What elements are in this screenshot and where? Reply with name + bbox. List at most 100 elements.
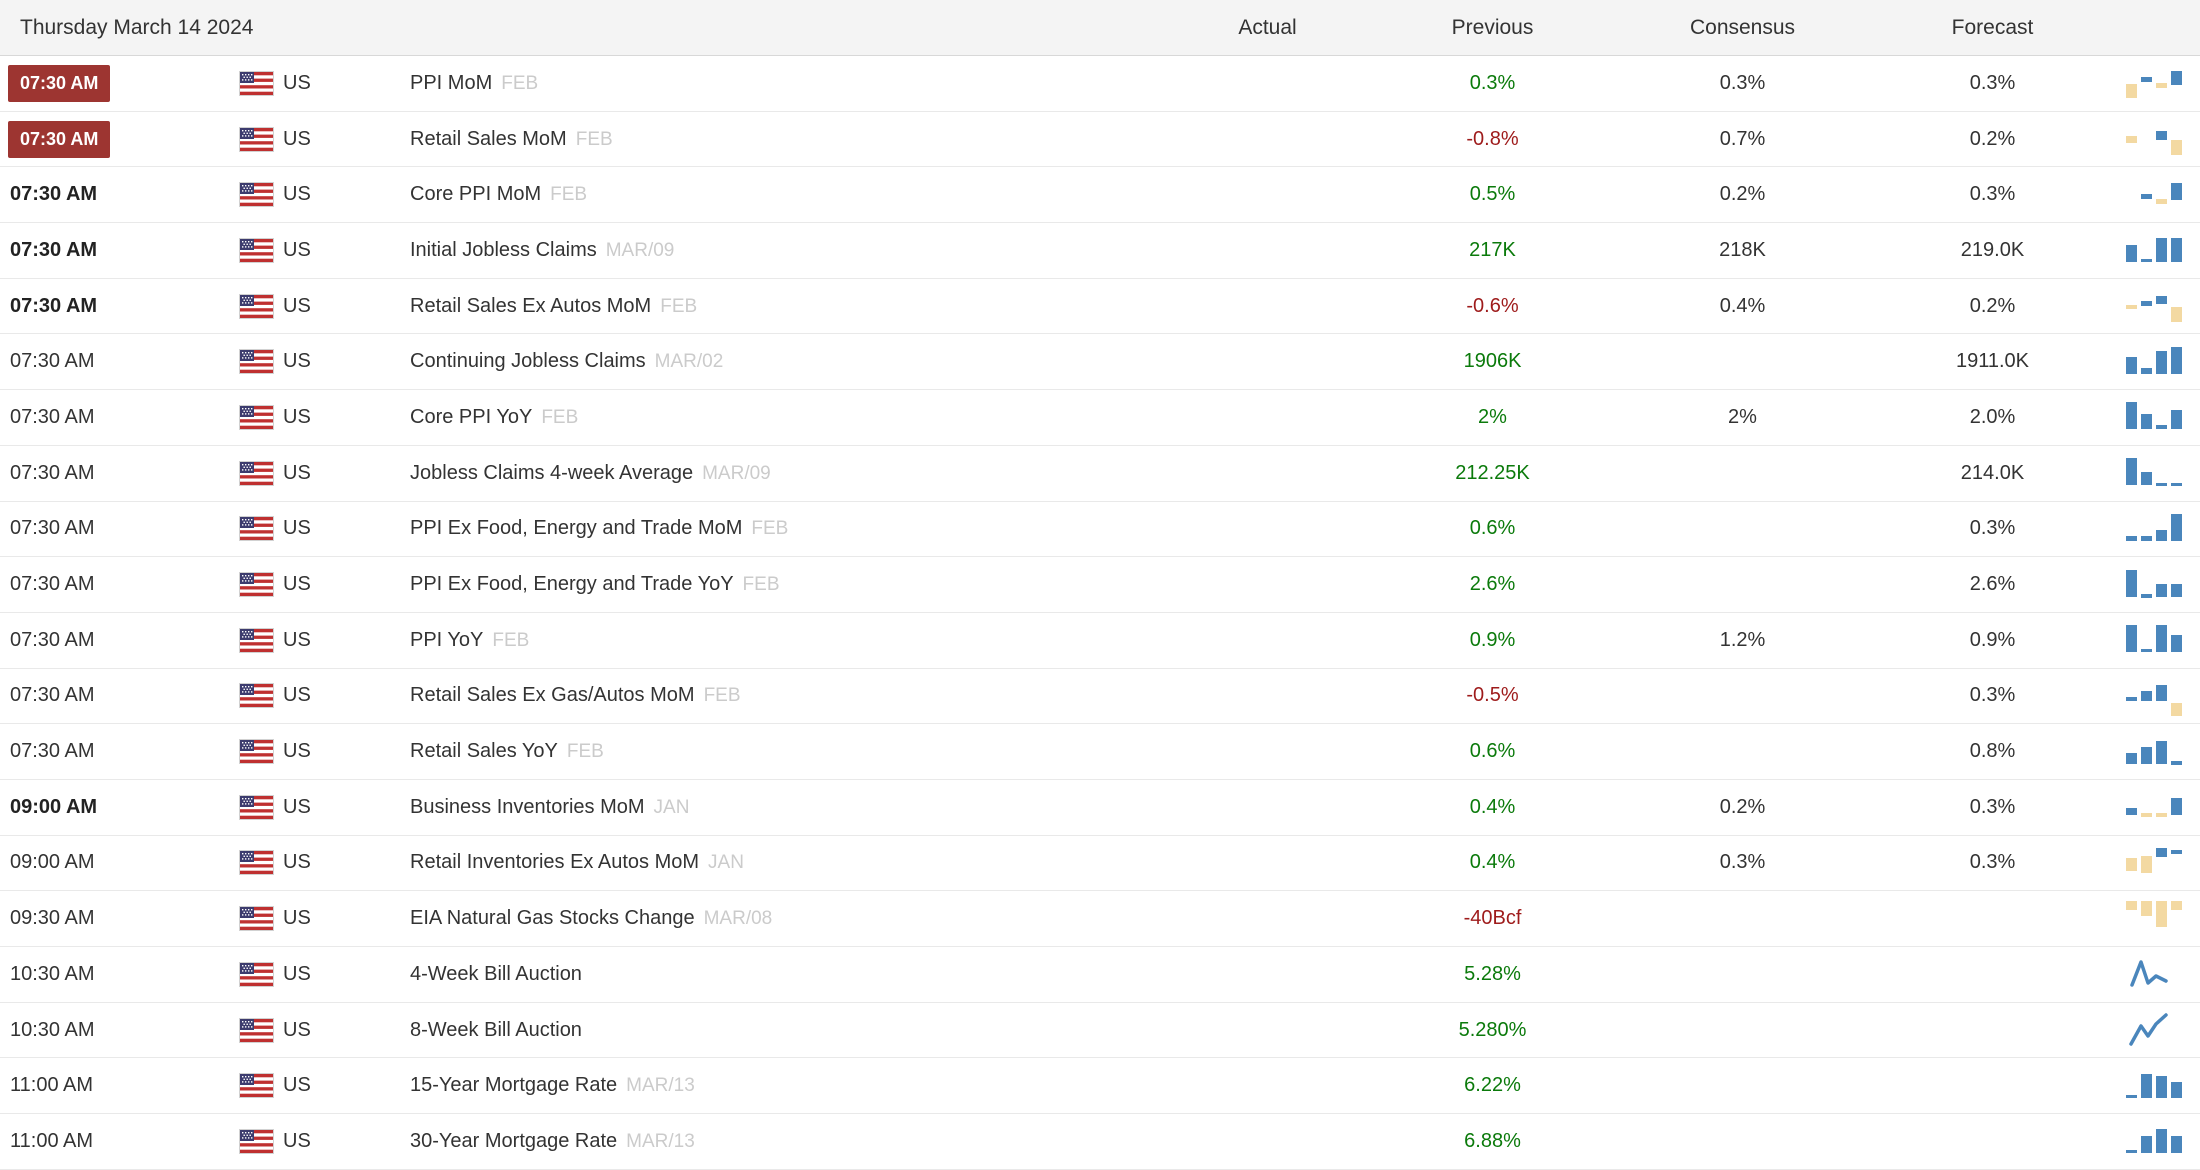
- sparkline-chart-icon[interactable]: [2124, 285, 2182, 327]
- event-name-link[interactable]: Business Inventories MoM: [410, 795, 645, 818]
- calendar-event-row[interactable]: 07:30 AM US Retail Sales Ex Autos MoM FEB: [0, 278, 2200, 335]
- event-name-link[interactable]: Retail Sales MoM: [410, 127, 567, 150]
- event-name-link[interactable]: 4-Week Bill Auction: [410, 962, 582, 985]
- event-country: US: [230, 404, 340, 430]
- forecast-value: 2.0%: [1969, 405, 2016, 428]
- calendar-event-row[interactable]: 07:30 AM US PPI Ex Food, Energy and Trad…: [0, 501, 2200, 558]
- sparkline-chart-icon[interactable]: [2124, 1065, 2182, 1107]
- event-name-link[interactable]: PPI Ex Food, Energy and Trade YoY: [410, 573, 734, 596]
- calendar-event-row[interactable]: 07:30 AM US Core PPI MoM FEB 0.5%: [0, 167, 2200, 224]
- us-flag-icon: [239, 404, 274, 430]
- event-name-link[interactable]: 15-Year Mortgage Rate: [410, 1074, 618, 1097]
- sparkline-chart-icon[interactable]: [2124, 1009, 2182, 1051]
- country-code-label: US: [283, 684, 311, 707]
- forecast-value: 214.0K: [1960, 461, 2025, 484]
- calendar-date-title: Thursday March 14 2024: [20, 15, 254, 39]
- event-time: 10:30 AM: [0, 1019, 230, 1042]
- calendar-event-row[interactable]: 11:00 AM US 30-Year Mortgage Rate MAR/13: [0, 1114, 2200, 1170]
- event-name-link[interactable]: Initial Jobless Claims: [410, 238, 597, 261]
- calendar-event-row[interactable]: 10:30 AM US 8-Week Bill Auction 5.28: [0, 1002, 2200, 1059]
- sparkline-chart-icon[interactable]: [2124, 675, 2182, 717]
- calendar-event-row[interactable]: 07:30 AM US Continuing Jobless Claims MAR…: [0, 334, 2200, 391]
- sparkline-chart-icon[interactable]: [2124, 564, 2182, 606]
- calendar-event-row[interactable]: 10:30 AM US 4-Week Bill Auction 5.28: [0, 947, 2200, 1003]
- sparkline-chart-icon[interactable]: [2124, 341, 2182, 383]
- event-cell: Retail Sales Ex Gas/Autos MoM FEB: [340, 684, 1155, 707]
- calendar-event-row[interactable]: 07:30 AM US PPI MoM FEB 0.3% 0.3%: [0, 56, 2200, 112]
- forecast-value: 0.2%: [1969, 127, 2016, 150]
- sparkline-chart-icon[interactable]: [2124, 1120, 2182, 1162]
- country-code-label: US: [283, 294, 311, 317]
- sparkline-chart-icon[interactable]: [2124, 508, 2182, 550]
- event-cell: Business Inventories MoM JAN: [340, 796, 1155, 819]
- chart-cell: [2105, 786, 2200, 828]
- previous-value: 0.3%: [1469, 71, 1516, 94]
- sparkline-chart-icon[interactable]: [2124, 786, 2182, 828]
- calendar-event-row[interactable]: 09:00 AM US Retail Inventories Ex Autos …: [0, 835, 2200, 892]
- sparkline-chart-icon[interactable]: [2124, 62, 2182, 104]
- country-code-label: US: [283, 907, 311, 930]
- event-country: US: [230, 182, 340, 208]
- event-time: 07:30 AM: [0, 295, 230, 318]
- event-name-link[interactable]: Core PPI MoM: [410, 183, 542, 206]
- sparkline-chart-icon[interactable]: [2124, 452, 2182, 494]
- country-code-label: US: [283, 1074, 311, 1097]
- previous-value: 0.6%: [1469, 517, 1516, 540]
- us-flag-icon: [239, 850, 274, 876]
- chart-cell: [2105, 1120, 2200, 1162]
- event-name-link[interactable]: PPI YoY: [410, 628, 484, 651]
- calendar-event-row[interactable]: 11:00 AM US 15-Year Mortgage Rate MAR/13: [0, 1058, 2200, 1115]
- event-name-link[interactable]: 8-Week Bill Auction: [410, 1018, 582, 1041]
- event-reference-period: FEB: [550, 184, 588, 206]
- event-time: 07:30 AM: [0, 629, 230, 652]
- calendar-event-row[interactable]: 07:30 AM US Retail Sales YoY FEB 0.6%: [0, 724, 2200, 780]
- sparkline-chart-icon[interactable]: [2124, 842, 2182, 884]
- calendar-event-row[interactable]: 09:00 AM US Business Inventories MoM JAN: [0, 779, 2200, 836]
- calendar-event-row[interactable]: 07:30 AM US Retail Sales MoM FEB -0.8: [0, 111, 2200, 168]
- event-name-link[interactable]: Retail Sales YoY: [410, 740, 558, 763]
- previous-value: 0.9%: [1469, 628, 1516, 651]
- sparkline-chart-icon[interactable]: [2124, 731, 2182, 773]
- forecast-value: 0.3%: [1969, 71, 2016, 94]
- sparkline-chart-icon[interactable]: [2124, 619, 2182, 661]
- us-flag-icon: [239, 906, 274, 932]
- event-time: 07:30 AM: [0, 183, 230, 206]
- event-name-link[interactable]: PPI MoM: [410, 71, 493, 94]
- sparkline-chart-icon[interactable]: [2124, 396, 2182, 438]
- event-name-link[interactable]: Core PPI YoY: [410, 405, 533, 428]
- sparkline-chart-icon[interactable]: [2124, 174, 2182, 216]
- event-name-link[interactable]: 30-Year Mortgage Rate: [410, 1129, 618, 1152]
- sparkline-chart-icon[interactable]: [2124, 953, 2182, 995]
- sparkline-chart-icon[interactable]: [2124, 118, 2182, 160]
- event-name-link[interactable]: Continuing Jobless Claims: [410, 350, 646, 373]
- calendar-event-row[interactable]: 07:30 AM US Core PPI YoY FEB 2% 2: [0, 390, 2200, 446]
- previous-value: 217K: [1469, 238, 1516, 261]
- event-name-link[interactable]: Jobless Claims 4-week Average: [410, 461, 694, 484]
- sparkline-chart-icon[interactable]: [2124, 229, 2182, 271]
- event-name-link[interactable]: Retail Inventories Ex Autos MoM: [410, 851, 700, 874]
- calendar-event-row[interactable]: 07:30 AM US Initial Jobless Claims MAR/09: [0, 223, 2200, 279]
- sparkline-chart-icon[interactable]: [2124, 898, 2182, 940]
- event-time: 11:00 AM: [0, 1074, 230, 1097]
- calendar-event-row[interactable]: 07:30 AM US PPI YoY FEB 0.9% 1.2%: [0, 612, 2200, 669]
- event-cell: PPI MoM FEB: [340, 72, 1155, 95]
- country-code-label: US: [283, 1018, 311, 1041]
- us-flag-icon: [239, 572, 274, 598]
- previous-value: 2%: [1478, 405, 1507, 428]
- calendar-event-row[interactable]: 09:30 AM US EIA Natural Gas Stocks Chang…: [0, 891, 2200, 947]
- calendar-event-row[interactable]: 07:30 AM US Retail Sales Ex Gas/Autos Mo…: [0, 668, 2200, 725]
- event-country: US: [230, 460, 340, 486]
- event-time-label: 07:30 AM: [10, 350, 95, 373]
- calendar-header: Thursday March 14 2024 Actual Previous C…: [0, 0, 2200, 56]
- calendar-event-row[interactable]: 07:30 AM US Jobless Claims 4-week Averag…: [0, 445, 2200, 502]
- event-name-link[interactable]: PPI Ex Food, Energy and Trade MoM: [410, 517, 743, 540]
- event-name-link[interactable]: Retail Sales Ex Gas/Autos MoM: [410, 684, 695, 707]
- calendar-event-row[interactable]: 07:30 AM US PPI Ex Food, Energy and Trad…: [0, 557, 2200, 613]
- event-name-link[interactable]: Retail Sales Ex Autos MoM: [410, 294, 652, 317]
- event-time: 07:30 AM: [0, 462, 230, 485]
- event-name-link[interactable]: EIA Natural Gas Stocks Change: [410, 907, 695, 930]
- forecast-value: 1911.0K: [1955, 350, 2030, 373]
- previous-value: 2.6%: [1469, 573, 1516, 596]
- forecast-value: 0.3%: [1969, 183, 2016, 206]
- previous-value: 1906K: [1463, 350, 1522, 373]
